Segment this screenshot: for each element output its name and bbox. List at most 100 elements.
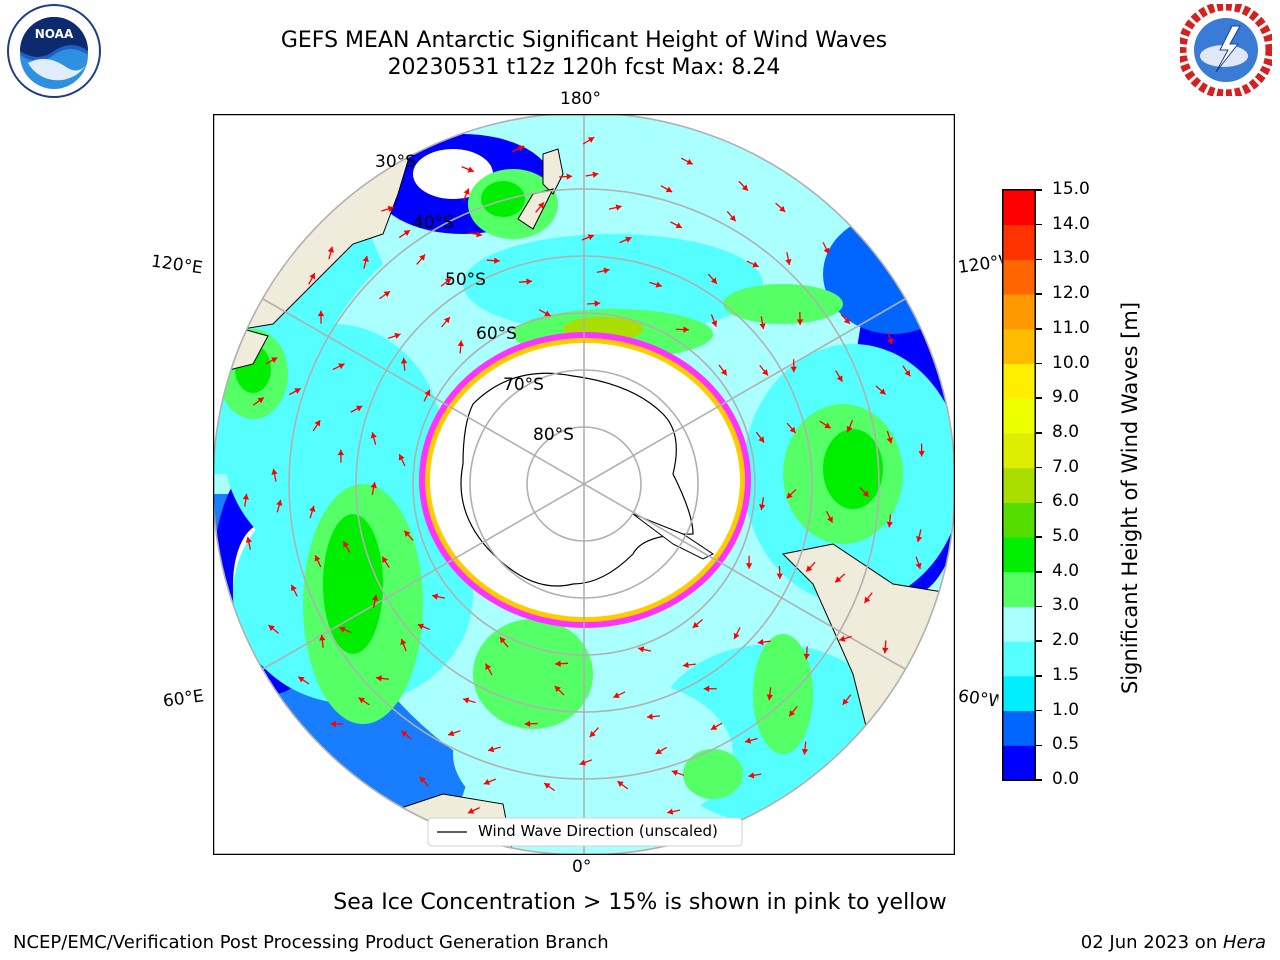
colorbar-tick-mark	[1036, 293, 1042, 295]
wind-arrow-head	[882, 647, 889, 654]
colorbar-bin	[1003, 398, 1035, 434]
colorbar-label: Significant Height of Wind Waves [m]	[1118, 301, 1142, 695]
wind-arrow-head	[494, 257, 500, 264]
wind-arrow-head	[467, 807, 475, 814]
wind-arrow-head	[711, 320, 718, 327]
wind-arrow-head	[362, 255, 369, 263]
wind-arrow-head	[337, 449, 345, 456]
wind-arrow-head	[759, 323, 766, 330]
colorbar-bin	[1003, 571, 1035, 607]
wind-arrow-head	[615, 204, 622, 211]
wind-arrow-head	[587, 137, 595, 143]
lat-label-50s: 50°S	[445, 270, 486, 290]
wind-arrow-head	[268, 625, 275, 632]
colorbar-tick-label: 11.0	[1052, 317, 1090, 338]
wind-arrow-head	[776, 573, 783, 580]
colorbar-tick-mark	[1036, 779, 1042, 781]
wind-arrow-head	[370, 482, 377, 489]
wind-arrow-head	[592, 171, 599, 178]
wind-arrow-head	[916, 535, 923, 543]
lon-label-60w: 60°W	[956, 686, 1000, 712]
wind-arrow-head	[803, 653, 810, 660]
wind-arrow-head	[675, 222, 682, 229]
colorbar-tick-mark	[1036, 744, 1042, 747]
wind-arrow-head	[476, 231, 483, 238]
colorbar-bin	[1003, 502, 1035, 538]
wind-arrow-head	[733, 632, 740, 640]
wind-arrow-head	[655, 281, 662, 288]
colorbar-bin	[1003, 745, 1035, 781]
wind-arrow-head	[823, 247, 830, 254]
graticule	[213, 114, 955, 855]
wind-arrow-head	[398, 454, 405, 461]
wind-arrow-head	[400, 638, 407, 646]
wind-arrow-head	[383, 291, 391, 298]
map-title: GEFS MEAN Antarctic Significant Height o…	[280, 28, 888, 53]
colorbar-bin	[1003, 641, 1035, 677]
wind-arrow-head	[745, 563, 753, 569]
wind-arrow-head	[594, 300, 601, 307]
wind-arrow-head	[796, 319, 804, 325]
wind-arrow-head	[766, 694, 774, 701]
wind-arrow-head	[703, 685, 710, 692]
wind-arrow-head	[554, 685, 561, 693]
colorbar-tick-label: 9.0	[1052, 387, 1080, 408]
wind-arrow-head	[710, 724, 718, 730]
lat-label-80s: 80°S	[533, 425, 574, 445]
colorbar-tick-label: 4.0	[1052, 560, 1080, 581]
lon-label-0: 0°	[572, 857, 592, 877]
wind-arrow-head	[370, 432, 377, 439]
lon-label-120e: 120°E	[149, 251, 204, 279]
wind-arrow-head	[401, 730, 408, 737]
wind-arrow-head	[789, 710, 796, 717]
wind-arrow-head	[298, 676, 305, 683]
wind-arrow-head	[403, 230, 411, 236]
wind-arrow-head	[499, 637, 506, 644]
wind-arrow-head	[617, 781, 624, 787]
new-zealand	[542, 148, 564, 195]
wind-arrow-head	[483, 778, 491, 785]
wind-arrow-head	[382, 556, 388, 564]
noaa-logo-text: NOAA	[35, 27, 74, 41]
wind-arrow-head	[309, 505, 316, 512]
wind-arrow-head	[444, 278, 452, 285]
wind-arrow-head	[758, 436, 765, 443]
lat-label-60s: 60°S	[476, 324, 517, 344]
wind-arrow-head	[376, 675, 382, 682]
lat-label-30s: 30°S	[375, 152, 416, 172]
colorbar-tick-mark	[1036, 536, 1042, 538]
colorbar-tick-mark	[1036, 709, 1042, 712]
colorbar-tick-label: 15.0	[1052, 179, 1090, 199]
lon-label-60e: 60°E	[161, 686, 206, 712]
wind-arrow-head	[729, 214, 736, 222]
colorbar-tick-label: 12.0	[1052, 283, 1090, 304]
colorbar-bin	[1003, 363, 1035, 399]
colorbar-tick-label: 0.0	[1052, 769, 1080, 789]
colorbar-tick-label: 3.0	[1052, 595, 1080, 616]
wind-arrow-head	[319, 634, 326, 641]
wind-arrow-head	[748, 772, 755, 779]
wind-arrow-head	[720, 369, 727, 376]
colorbar-tick-mark	[1036, 432, 1042, 434]
colorbar-tick-label: 0.5	[1052, 734, 1080, 755]
colorbar-bin	[1003, 675, 1035, 712]
wind-arrow-head	[692, 621, 699, 628]
wind-arrow-head	[538, 202, 545, 209]
wind-arrow-head	[524, 720, 531, 728]
colorbar-tick-label: 14.0	[1052, 213, 1090, 234]
lat-label-70s: 70°S	[503, 375, 544, 395]
colorbar-tick-mark	[1036, 571, 1042, 573]
wind-arrow-head	[291, 584, 297, 592]
wind-arrow-head	[904, 369, 911, 377]
wind-arrow-head	[271, 357, 278, 364]
wind-arrow-head	[544, 310, 551, 317]
wind-arrow-head	[448, 730, 455, 737]
polar-map	[213, 114, 955, 855]
colorbar-tick-mark	[1036, 362, 1042, 365]
wind-arrow-head	[327, 246, 334, 253]
wind-arrow-head	[862, 490, 869, 497]
nws-logo-icon	[1180, 4, 1272, 96]
wind-arrow-head	[864, 596, 871, 603]
footer-date-text: 02 Jun 2023 on	[1080, 932, 1223, 953]
wind-arrow-head	[785, 258, 792, 265]
